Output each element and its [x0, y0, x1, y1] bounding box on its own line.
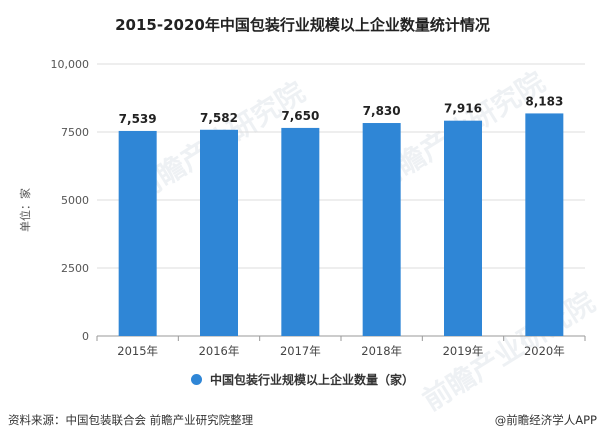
bar: [281, 127, 320, 336]
data-label: 7,582: [200, 111, 238, 125]
x-tick-label: 2016年: [199, 344, 240, 358]
bar: [525, 113, 564, 337]
y-tick-label: 5000: [61, 194, 89, 207]
bar: [362, 123, 401, 336]
y-tick-label: 7500: [61, 126, 89, 139]
y-tick-label: 2500: [61, 262, 89, 275]
legend-marker: [190, 374, 202, 385]
y-tick-label: 10,000: [51, 58, 90, 71]
data-label: 7,650: [281, 109, 319, 123]
bar: [118, 130, 157, 336]
x-tick-label: 2020年: [524, 344, 565, 358]
data-label: 7,539: [119, 112, 157, 126]
x-tick-label: 2017年: [280, 344, 321, 358]
bar: [444, 120, 482, 336]
y-tick-label: 0: [82, 330, 89, 343]
chart-title: 2015-2020年中国包装行业规模以上企业数量统计情况: [115, 16, 490, 34]
data-label: 7,830: [363, 104, 401, 118]
x-tick-label: 2018年: [361, 344, 402, 358]
data-label: 8,183: [525, 94, 563, 108]
bar: [200, 129, 238, 336]
data-label: 7,916: [444, 102, 482, 116]
x-tick-label: 2019年: [443, 344, 484, 358]
brand-credit: @前瞻经济学人APP: [494, 413, 597, 427]
source-note: 资料来源：中国包装联合会 前瞻产业研究院整理: [8, 413, 254, 427]
legend-label: 中国包装行业规模以上企业数量（家）: [209, 373, 414, 387]
legend: 中国包装行业规模以上企业数量（家）: [0, 371, 605, 388]
x-tick-label: 2015年: [117, 344, 158, 358]
